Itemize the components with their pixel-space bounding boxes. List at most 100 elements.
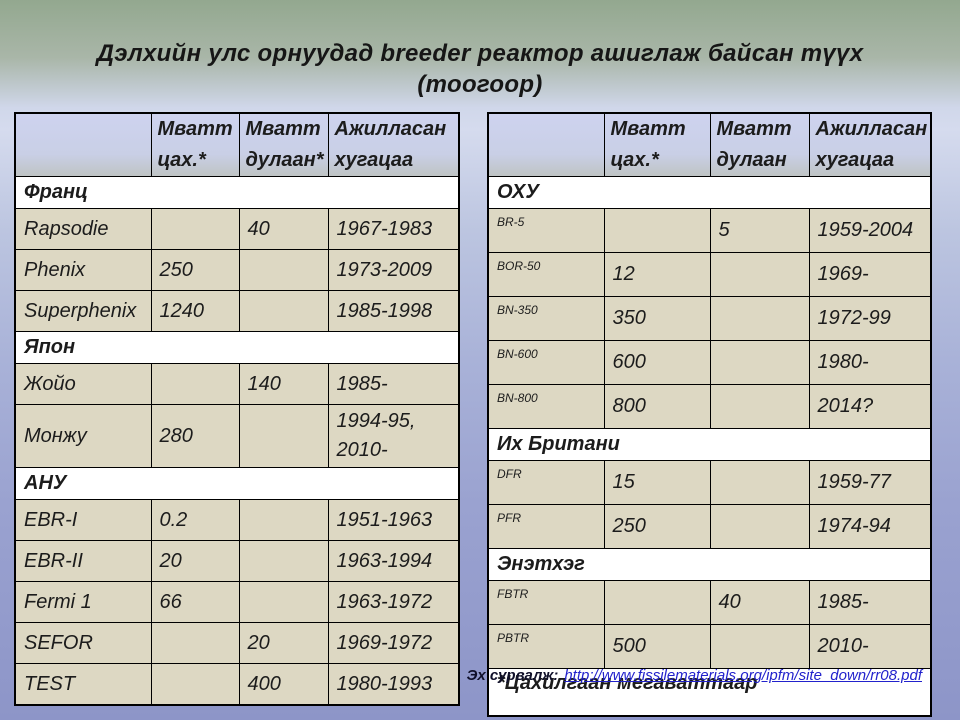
country-name: АНУ [14, 467, 460, 500]
country-name: Япон [14, 331, 460, 364]
cell-mw-electric: 250 [150, 249, 240, 291]
table-row: Fermi 1 66 1963-1972 [14, 581, 460, 623]
cell-reactor-name: BR-5 [487, 208, 605, 253]
cell-reactor-name: BN-350 [487, 296, 605, 341]
cell-reactor-name: Монжу [14, 404, 152, 468]
cell-years: 1963-1994 [327, 540, 460, 582]
cell-mw-thermal: 5 [709, 208, 810, 253]
cell-mw-electric [603, 580, 711, 625]
cell-mw-thermal [238, 540, 329, 582]
section-row: Их Британи [487, 428, 932, 461]
cell-reactor-name: BN-600 [487, 340, 605, 385]
cell-reactor-name: EBR-I [14, 499, 152, 541]
header-cell-empty [487, 112, 605, 177]
cell-reactor-name: PFR [487, 504, 605, 549]
table-row: EBR-I 0.2 1951-1963 [14, 499, 460, 541]
cell-years: 1980- [808, 340, 932, 385]
cell-mw-electric: 66 [150, 581, 240, 623]
table-row: SEFOR 20 1969-1972 [14, 622, 460, 664]
cell-years: 1985- [327, 363, 460, 405]
cell-years: 2014? [808, 384, 932, 429]
table-row: Superphenix 1240 1985-1998 [14, 290, 460, 332]
reactor-table-left: Мватт цах.* Мватт дулаан* Ажилласан хугаца… [14, 112, 460, 706]
cell-mw-thermal: 140 [238, 363, 329, 405]
cell-years: 1973-2009 [327, 249, 460, 291]
table-row: Жойо 140 1985- [14, 363, 460, 405]
table-row: PFR 250 1974-94 [487, 504, 932, 549]
slide-title: Дэлхийн улс орнуудад breeder реактор аши… [0, 38, 960, 100]
cell-mw-thermal [709, 624, 810, 669]
cell-years: 1959-77 [808, 460, 932, 505]
cell-mw-electric: 12 [603, 252, 711, 297]
footnote-text: *Цахилгаан мегаваттаар [487, 668, 932, 717]
cell-mw-thermal: 40 [709, 580, 810, 625]
cell-mw-electric: 20 [150, 540, 240, 582]
cell-reactor-name: DFR [487, 460, 605, 505]
reactor-table-right: Мватт цах.* Мватт дулаан Ажилласан хугацаа… [487, 112, 932, 717]
table-row: BOR-50 12 1969- [487, 252, 932, 297]
table-row: Phenix 250 1973-2009 [14, 249, 460, 291]
cell-mw-thermal [709, 296, 810, 341]
column-header: Ажилласан хугацаа [808, 112, 932, 177]
cell-reactor-name: BOR-50 [487, 252, 605, 297]
cell-reactor-name: Fermi 1 [14, 581, 152, 623]
cell-years: 1985- [808, 580, 932, 625]
column-header: Мватт дулаан* [238, 112, 329, 177]
section-row: Япон [14, 331, 460, 364]
section-row: АНУ [14, 467, 460, 500]
table-row: BN-600 600 1980- [487, 340, 932, 385]
table-row: DFR 15 1959-77 [487, 460, 932, 505]
cell-years: 1967-1983 [327, 208, 460, 250]
cell-mw-electric: 600 [603, 340, 711, 385]
table-row: Монжу 280 1994-95, 2010- [14, 404, 460, 468]
cell-mw-electric [150, 208, 240, 250]
cell-mw-electric: 500 [603, 624, 711, 669]
source-link[interactable]: http://www.fissilematerials.org/ipfm/sit… [564, 667, 922, 684]
cell-years: 1985-1998 [327, 290, 460, 332]
cell-years: 2010- [808, 624, 932, 669]
header-row: Мватт цах.* Мватт дулаан Ажилласан хугацаа [487, 112, 932, 177]
table-row: BN-800 800 2014? [487, 384, 932, 429]
cell-mw-thermal [238, 290, 329, 332]
cell-reactor-name: Жойо [14, 363, 152, 405]
column-header: Ажилласан хугацаа [327, 112, 460, 177]
cell-reactor-name: FBTR [487, 580, 605, 625]
country-name: Энэтхэг [487, 548, 932, 581]
cell-mw-electric: 280 [150, 404, 240, 468]
country-name: Франц [14, 176, 460, 209]
cell-years: 1963-1972 [327, 581, 460, 623]
header-cell-empty [14, 112, 152, 177]
table-row: PBTR 500 2010- [487, 624, 932, 669]
footnote-row: *Цахилгаан мегаваттаар [487, 668, 932, 717]
cell-reactor-name: Rapsodie [14, 208, 152, 250]
table-row: BN-350 350 1972-99 [487, 296, 932, 341]
cell-mw-electric: 1240 [150, 290, 240, 332]
cell-mw-electric [150, 363, 240, 405]
section-row: ОХУ [487, 176, 932, 209]
slide-title-line1: Дэлхийн улс орнуудад breeder реактор аши… [96, 40, 864, 67]
source-label: Эх сурвалж: [466, 667, 559, 684]
cell-years: 1980-1993 [327, 663, 460, 706]
section-row: Франц [14, 176, 460, 209]
cell-mw-electric: 800 [603, 384, 711, 429]
cell-mw-electric [150, 622, 240, 664]
cell-years: 1951-1963 [327, 499, 460, 541]
cell-mw-thermal: 20 [238, 622, 329, 664]
source-line: Эх сурвалж: http://www.fissilematerials.o… [467, 667, 922, 684]
cell-years: 1972-99 [808, 296, 932, 341]
cell-reactor-name: Phenix [14, 249, 152, 291]
cell-mw-electric: 15 [603, 460, 711, 505]
cell-mw-thermal [238, 499, 329, 541]
cell-mw-electric [150, 663, 240, 706]
cell-years: 1959-2004 [808, 208, 932, 253]
column-header: Мватт дулаан [709, 112, 810, 177]
column-header: Мватт цах.* [150, 112, 240, 177]
cell-mw-thermal: 400 [238, 663, 329, 706]
cell-mw-electric: 350 [603, 296, 711, 341]
cell-reactor-name: PBTR [487, 624, 605, 669]
table-row: TEST 400 1980-1993 [14, 663, 460, 706]
header-row: Мватт цах.* Мватт дулаан* Ажилласан хугаца… [14, 112, 460, 177]
cell-reactor-name: BN-800 [487, 384, 605, 429]
cell-mw-electric: 0.2 [150, 499, 240, 541]
